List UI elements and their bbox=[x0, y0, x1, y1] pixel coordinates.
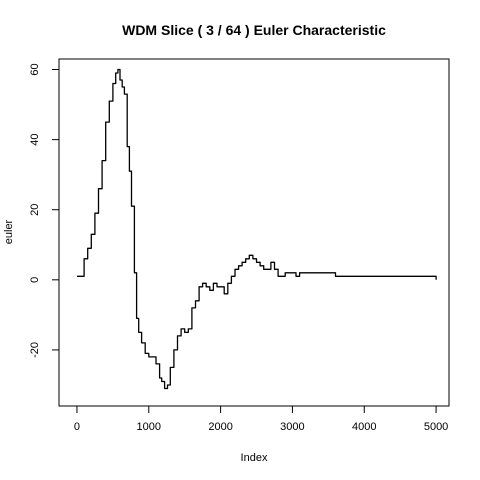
y-axis: -20 0 20 40 60 bbox=[29, 63, 60, 358]
x-tick-label: 2000 bbox=[208, 421, 232, 433]
x-tick-label: 0 bbox=[74, 421, 80, 433]
x-axis-label: Index bbox=[241, 452, 268, 464]
chart-title: WDM Slice ( 3 / 64 ) Euler Characteristi… bbox=[122, 22, 386, 38]
x-tick-label: 5000 bbox=[424, 421, 448, 433]
euler-series-line bbox=[77, 68, 437, 390]
x-axis: 0 1000 2000 3000 4000 5000 bbox=[74, 405, 448, 433]
plot-frame bbox=[58, 58, 450, 407]
x-tick-label: 3000 bbox=[280, 421, 304, 433]
y-tick-label: 0 bbox=[29, 277, 41, 283]
x-tick-label: 4000 bbox=[352, 421, 376, 433]
y-tick-label: -20 bbox=[29, 342, 41, 358]
y-tick-label: 40 bbox=[29, 133, 41, 145]
y-tick-label: 20 bbox=[29, 204, 41, 216]
x-tick-label: 1000 bbox=[137, 421, 161, 433]
y-tick-label: 60 bbox=[29, 63, 41, 75]
y-axis-label: euler bbox=[3, 219, 15, 244]
